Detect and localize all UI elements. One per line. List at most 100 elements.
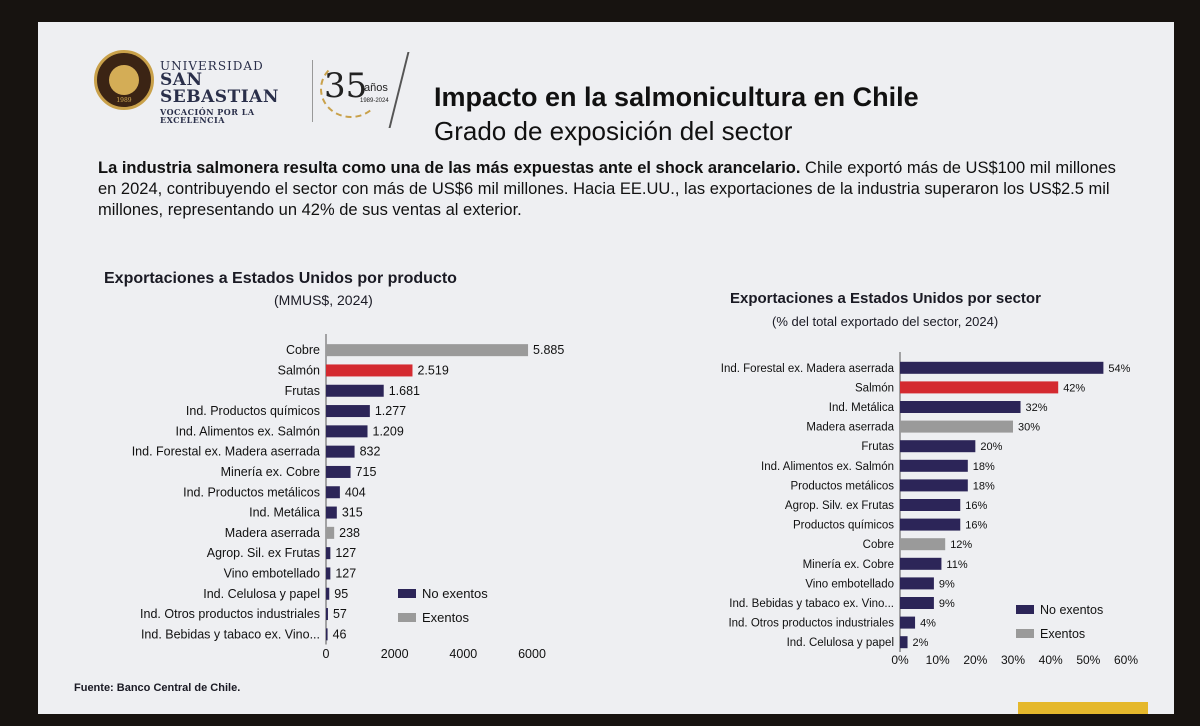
x-tick-label: 10% xyxy=(926,653,950,667)
university-seal-icon: 1989 xyxy=(94,50,154,110)
category-label: Salmón xyxy=(855,382,894,394)
bar xyxy=(900,499,961,511)
bar xyxy=(326,465,351,478)
x-tick-label: 60% xyxy=(1114,653,1138,667)
value-label: 12% xyxy=(950,539,972,551)
value-label: 54% xyxy=(1108,363,1130,375)
value-label: 1.209 xyxy=(373,424,404,438)
bar xyxy=(326,445,355,458)
category-label: Ind. Forestal ex. Madera aserrada xyxy=(721,363,895,375)
value-label: 16% xyxy=(965,500,987,512)
value-label: 1.277 xyxy=(375,404,406,418)
anniversary-word: años xyxy=(364,82,388,94)
anniversary-years: 1989-2024 xyxy=(360,98,389,104)
bar xyxy=(900,518,961,531)
source-note: Fuente: Banco Central de Chile. xyxy=(74,682,241,694)
laurel-icon xyxy=(320,60,382,118)
value-label: 5.885 xyxy=(533,343,564,357)
category-label: Productos metálicos xyxy=(790,480,894,492)
bar xyxy=(900,440,976,453)
value-label: 2% xyxy=(913,637,929,649)
bar xyxy=(326,344,529,357)
category-label: Vino embotellado xyxy=(805,578,894,590)
slide-subtitle: Grado de exposición del sector xyxy=(434,116,793,146)
university-name-line2: SAN SEBASTIAN xyxy=(160,70,279,107)
bar xyxy=(900,577,934,590)
value-label: 238 xyxy=(339,526,360,540)
anniversary-badge: 35 años 1989-2024 xyxy=(320,58,400,128)
bar xyxy=(326,506,337,519)
legend-swatch xyxy=(1016,605,1034,614)
bar xyxy=(326,526,335,539)
category-label: Agrop. Silv. ex Frutas xyxy=(785,500,894,512)
x-tick-label: 20% xyxy=(963,653,987,667)
bar xyxy=(900,557,942,570)
chart-right-sectors: Ind. Forestal ex. Madera aserrada 54% Salm… xyxy=(721,352,1138,667)
bar xyxy=(326,628,328,641)
chart-left-title: Exportaciones a Estados Unidos por produ… xyxy=(104,270,457,287)
bar xyxy=(900,361,1104,374)
legend-swatch xyxy=(398,613,416,622)
bar xyxy=(900,538,946,551)
bar xyxy=(900,597,934,609)
chart-left-subtitle: (MMUS$, 2024) xyxy=(274,292,373,308)
seal-year: 1989 xyxy=(116,97,132,104)
legend-swatch xyxy=(1016,629,1034,638)
x-tick-label: 6000 xyxy=(518,647,546,661)
category-label: Ind. Metálica xyxy=(249,506,320,520)
category-label: Salmón xyxy=(278,363,320,377)
slide-body-text: La industria salmonera resulta como una … xyxy=(98,158,1128,221)
bar xyxy=(326,547,331,560)
category-label: Madera aserrada xyxy=(806,422,894,434)
anniversary-number: 35 xyxy=(324,66,368,106)
bar xyxy=(900,479,968,492)
category-label: Ind. Otros productos industriales xyxy=(140,607,320,621)
x-tick-label: 0% xyxy=(891,653,909,667)
value-label: 715 xyxy=(356,465,377,479)
bar xyxy=(326,425,368,438)
category-label: Vino embotellado xyxy=(224,566,320,580)
category-label: Minería ex. Cobre xyxy=(803,559,894,571)
bar xyxy=(326,608,328,621)
logo-divider xyxy=(312,60,313,122)
category-label: Ind. Forestal ex. Madera aserrada xyxy=(132,445,320,459)
presentation-slide: 1989 UNIVERSIDAD SAN SEBASTIAN VOCACIÓN … xyxy=(38,22,1174,714)
x-tick-label: 30% xyxy=(1001,653,1025,667)
value-label: 32% xyxy=(1026,402,1048,414)
category-label: Ind. Celulosa y papel xyxy=(787,637,894,649)
university-tagline: VOCACIÓN POR LA EXCELENCIA xyxy=(160,107,255,125)
value-label: 18% xyxy=(973,480,995,492)
bar xyxy=(326,405,370,418)
value-label: 4% xyxy=(920,618,936,630)
x-tick-label: 50% xyxy=(1076,653,1100,667)
value-label: 18% xyxy=(973,461,995,473)
chart-left-products: Cobre 5.885 Salmón 2.519 Frutas 1.681 Ind. Pro… xyxy=(132,334,564,661)
body-bold-text: La industria salmonera resulta como una … xyxy=(98,159,801,177)
category-label: Ind. Bebidas y tabaco ex. Vino... xyxy=(729,598,894,610)
value-label: 9% xyxy=(939,598,955,610)
category-label: Frutas xyxy=(861,441,894,453)
value-label: 16% xyxy=(965,520,987,532)
category-label: Ind. Productos metálicos xyxy=(183,485,320,499)
category-label: Madera aserrada xyxy=(225,526,320,540)
category-label: Ind. Celulosa y papel xyxy=(203,587,320,601)
category-label: Ind. Productos químicos xyxy=(186,404,320,418)
category-label: Minería ex. Cobre xyxy=(221,465,320,479)
value-label: 1.681 xyxy=(389,384,420,398)
value-label: 127 xyxy=(335,566,356,580)
value-label: 20% xyxy=(980,441,1002,453)
university-name-line1: UNIVERSIDAD xyxy=(160,59,264,73)
value-label: 46 xyxy=(333,627,347,641)
x-tick-label: 2000 xyxy=(381,647,409,661)
x-tick-label: 0 xyxy=(323,647,330,661)
legend-label: No exentos xyxy=(1040,603,1103,617)
slide-title: Impacto en la salmonicultura en Chile xyxy=(434,82,919,112)
value-label: 42% xyxy=(1063,382,1085,394)
university-name: UNIVERSIDAD SAN SEBASTIAN VOCACIÓN POR L… xyxy=(160,60,279,124)
corner-accent xyxy=(1018,702,1148,714)
value-label: 30% xyxy=(1018,422,1040,434)
value-label: 95 xyxy=(334,587,348,601)
x-tick-label: 4000 xyxy=(449,647,477,661)
bar xyxy=(900,420,1013,433)
value-label: 9% xyxy=(939,578,955,590)
